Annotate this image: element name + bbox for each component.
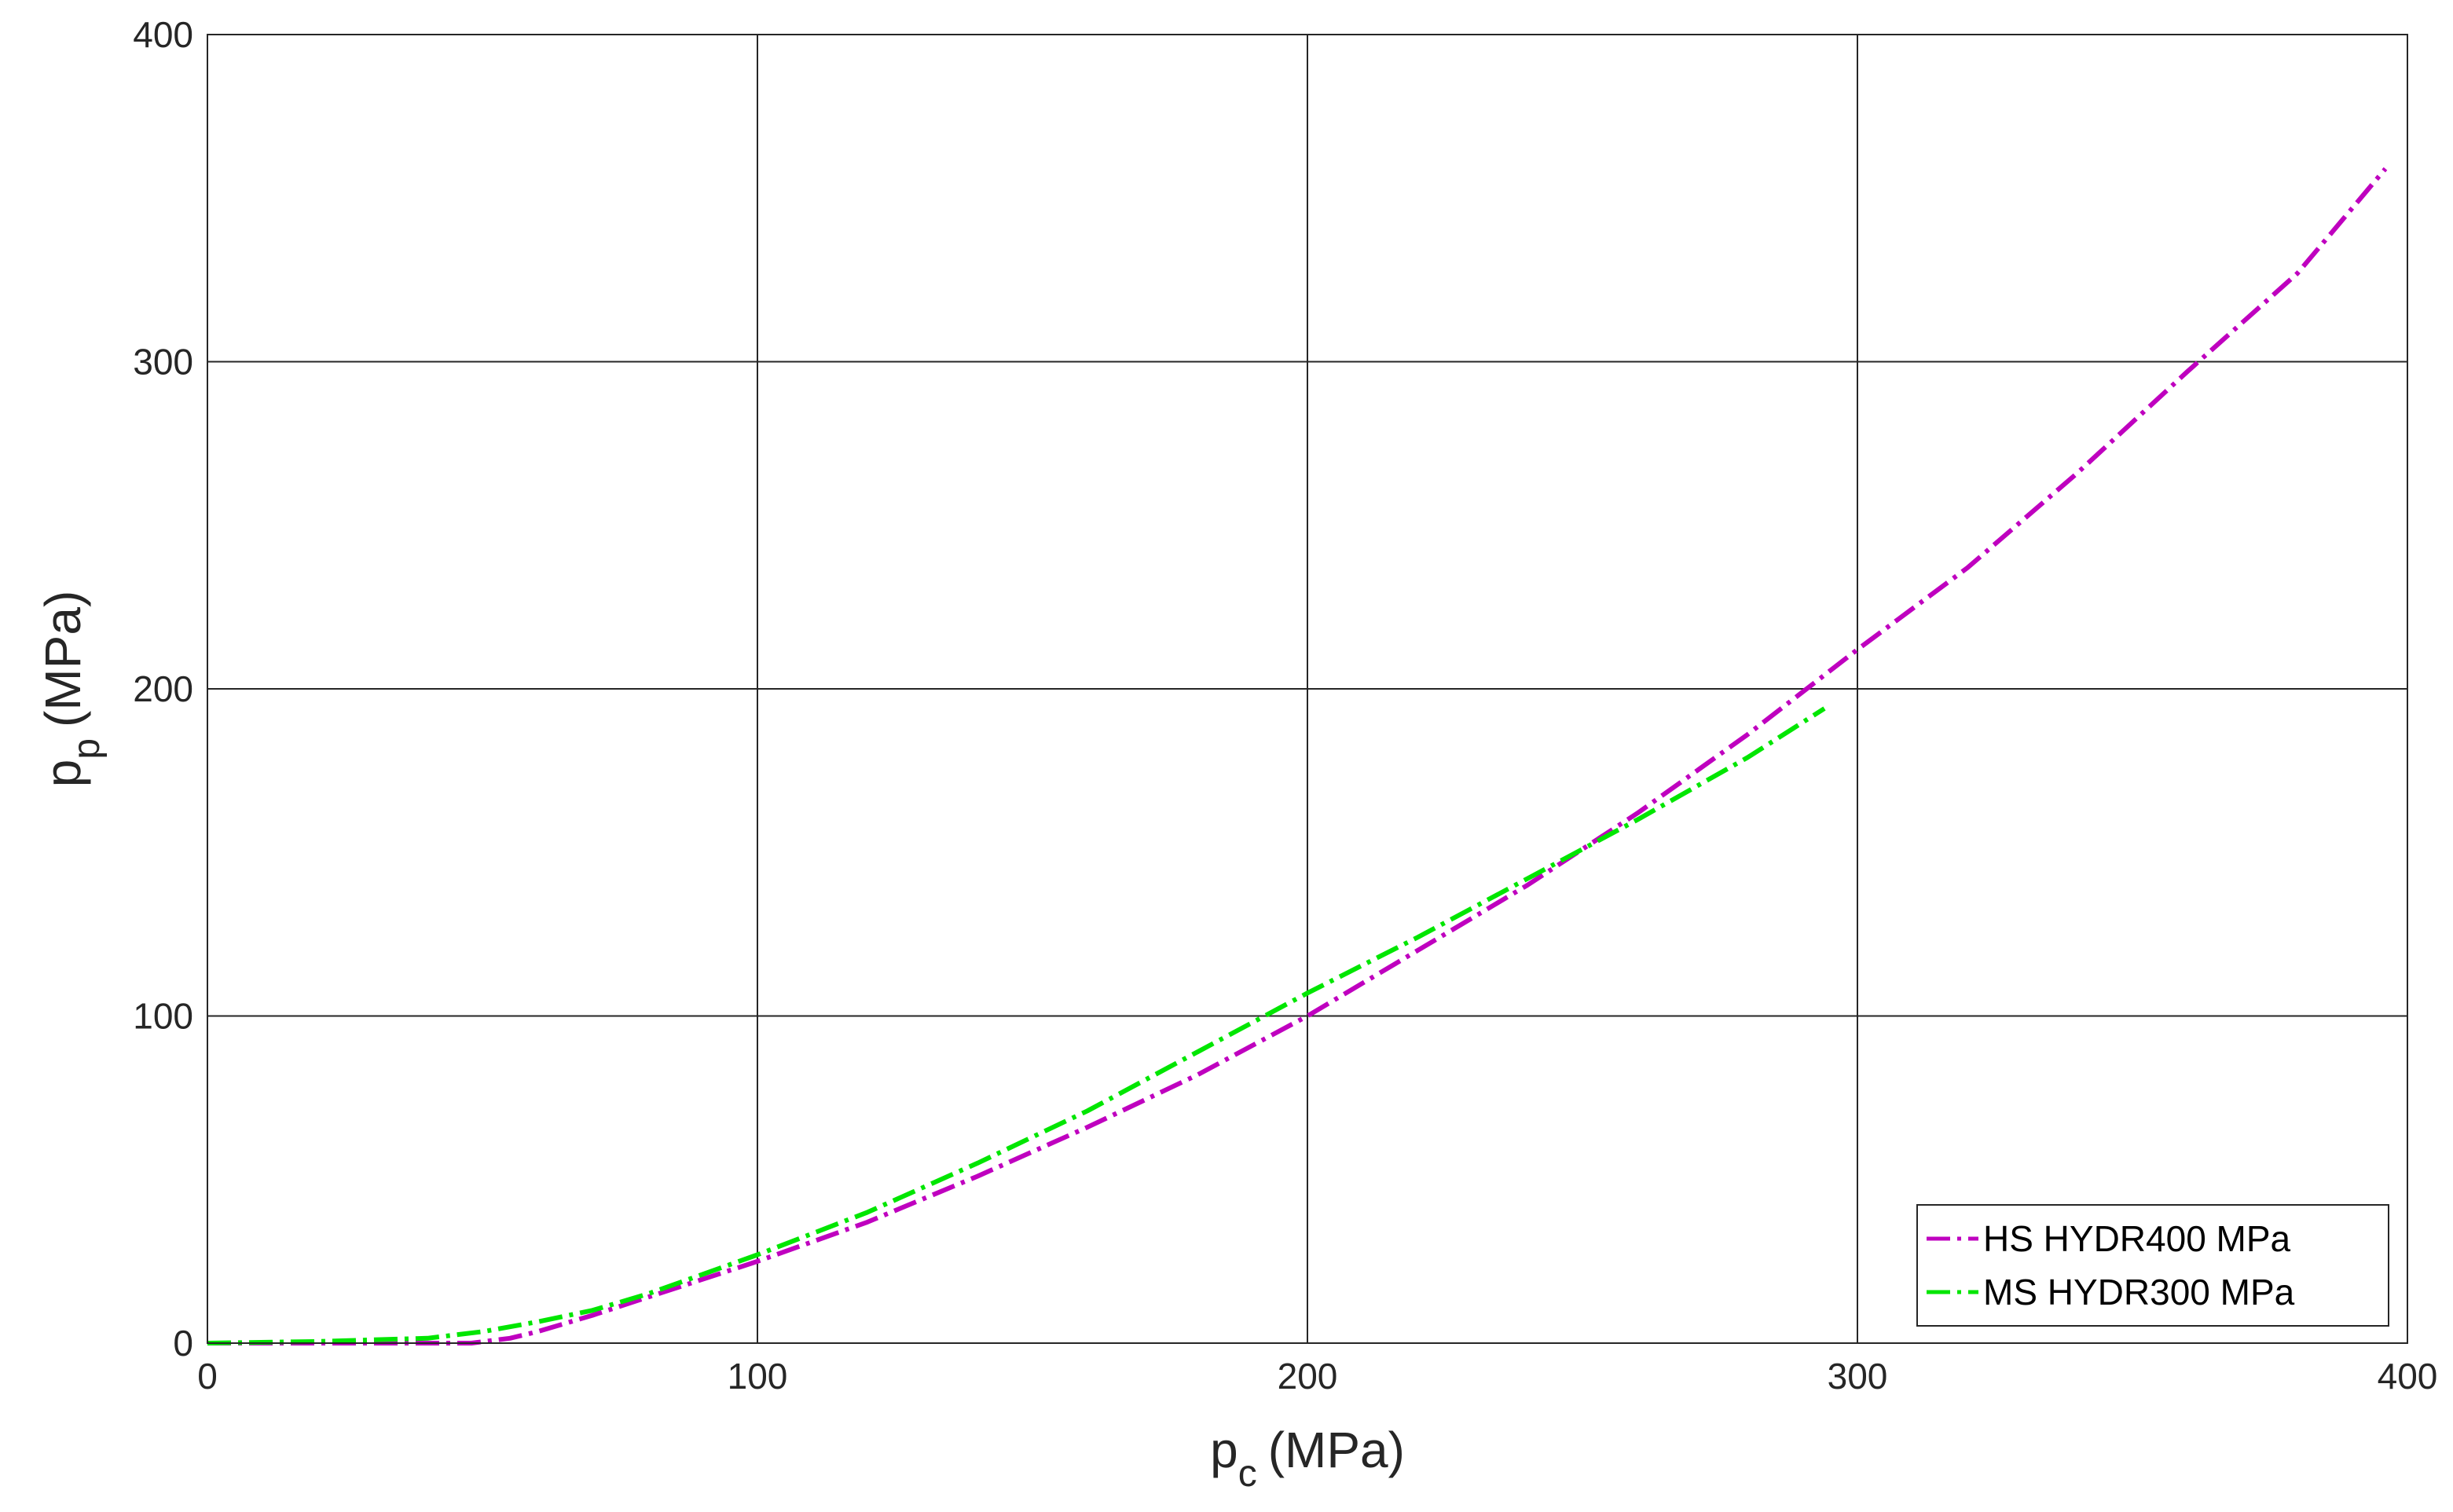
series-line-hs bbox=[207, 167, 2388, 1345]
y-axis-label-sub: p bbox=[66, 738, 108, 760]
x-tick-label: 200 bbox=[1278, 1356, 1338, 1397]
y-axis-label: pp (MPa) bbox=[35, 591, 108, 788]
series-group bbox=[207, 167, 2388, 1345]
x-tick-label: 0 bbox=[197, 1356, 218, 1397]
grid bbox=[207, 35, 2407, 1343]
x-axis-label-unit: (MPa) bbox=[1268, 1422, 1405, 1478]
y-tick-label: 200 bbox=[133, 668, 193, 709]
y-tick-label: 0 bbox=[173, 1323, 193, 1364]
legend-label-ms: MS HYDR300 MPa bbox=[1983, 1272, 2295, 1312]
y-tick-label: 100 bbox=[133, 996, 193, 1037]
x-axis-label-main: p bbox=[1210, 1422, 1238, 1478]
y-tick-label: 400 bbox=[133, 14, 193, 55]
plot-border bbox=[207, 34, 2408, 1344]
y-axis-label-unit: (MPa) bbox=[35, 591, 91, 727]
x-tick-label: 100 bbox=[728, 1356, 788, 1397]
y-tick-labels: 0 100 200 300 400 bbox=[133, 14, 193, 1364]
x-axis-label: pc (MPa) bbox=[1210, 1422, 1405, 1495]
y-axis-label-main: p bbox=[35, 760, 91, 788]
x-axis-label-sub: c bbox=[1238, 1453, 1257, 1495]
x-tick-label: 400 bbox=[2378, 1356, 2438, 1397]
y-tick-label: 300 bbox=[133, 342, 193, 383]
series-line-ms bbox=[207, 706, 1826, 1345]
legend-label-hs: HS HYDR400 MPa bbox=[1983, 1218, 2291, 1259]
legend: HS HYDR400 MPa MS HYDR300 MPa bbox=[1916, 1204, 2389, 1327]
x-tick-label: 300 bbox=[1828, 1356, 1888, 1397]
legend-box bbox=[1916, 1204, 2389, 1327]
x-tick-labels: 0 100 200 300 400 bbox=[197, 1356, 2437, 1397]
